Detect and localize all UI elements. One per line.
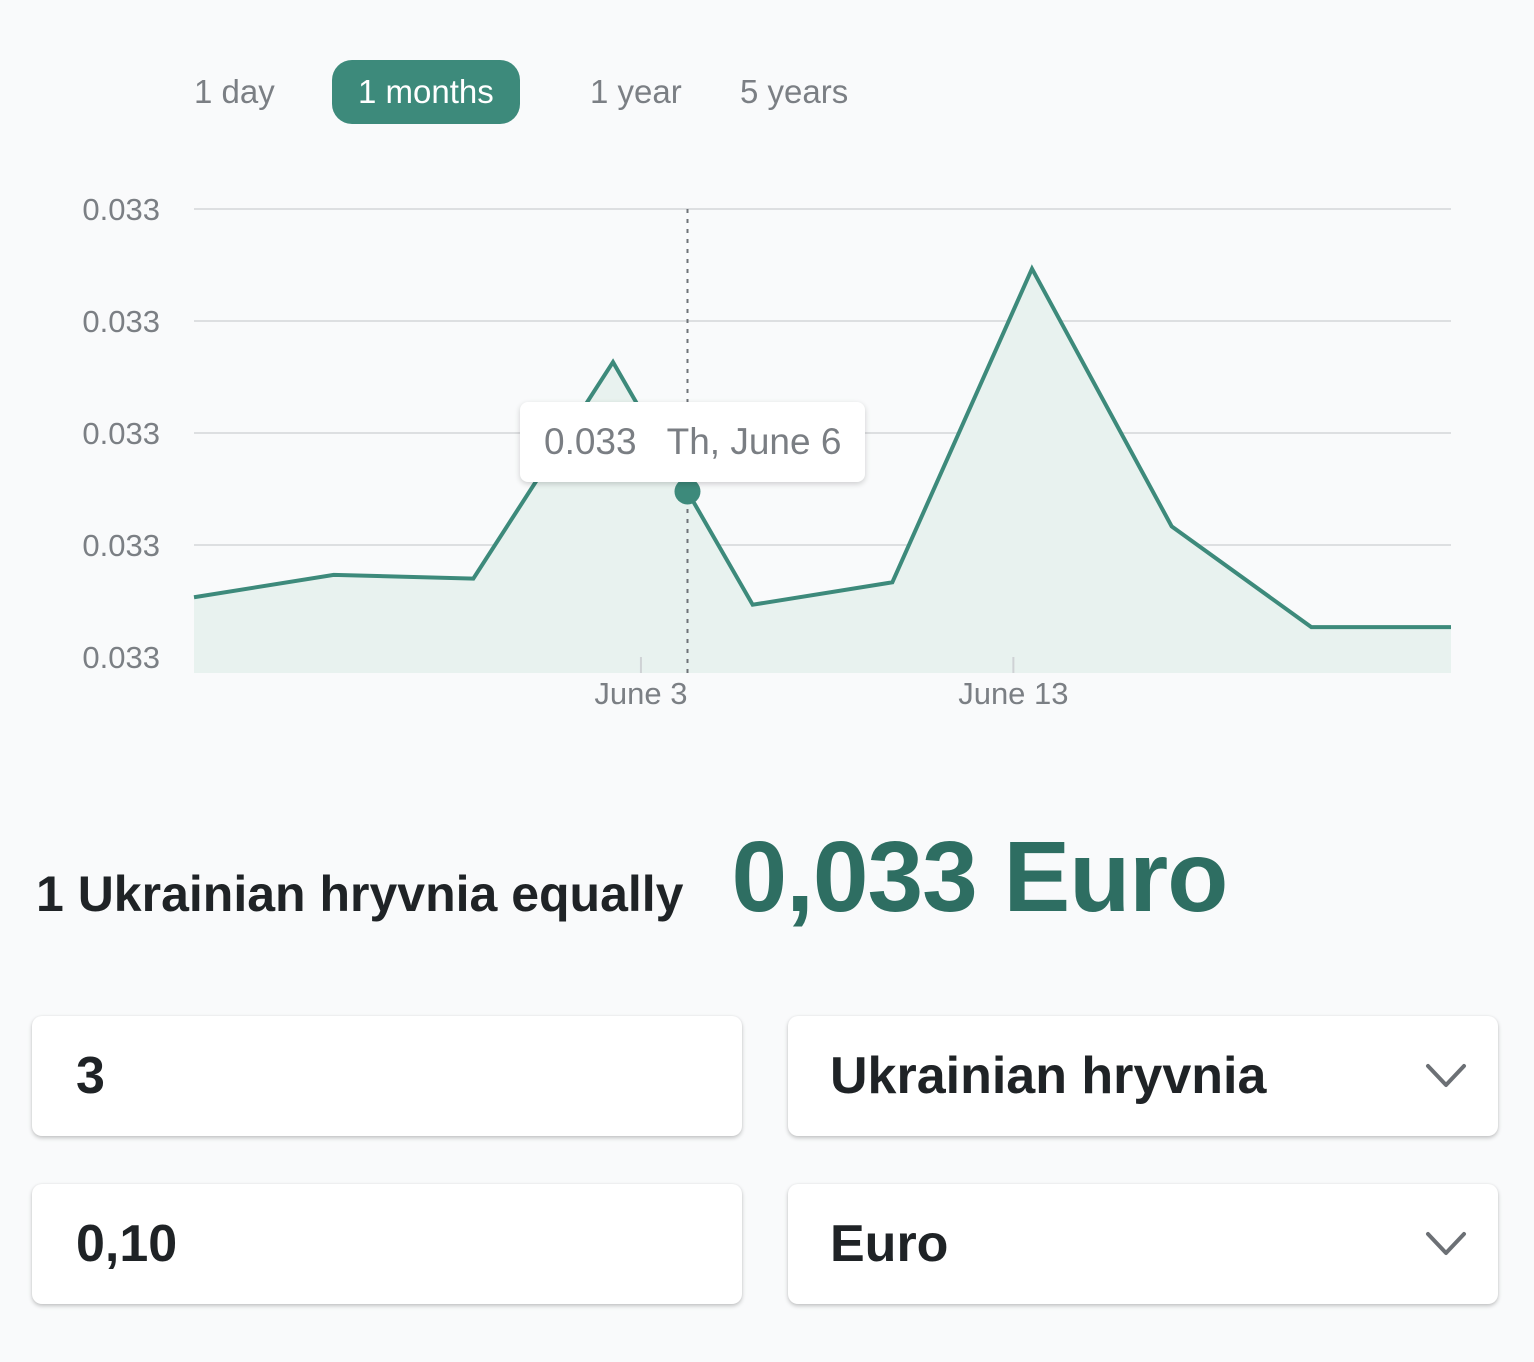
tab-1-day[interactable]: 1 day [194, 73, 275, 110]
series-area [194, 268, 1451, 673]
amount-to-field [32, 1184, 742, 1304]
currency-to-select[interactable]: Euro [788, 1184, 1498, 1304]
x-tick-label: June 13 [958, 676, 1068, 711]
tooltip-date: Th, June 6 [666, 421, 842, 462]
series-line [193, 264, 1451, 630]
exchange-rate-chart[interactable]: 0.033 0.033 0.033 0.033 0.033 June 3 June 13 [0, 160, 1534, 720]
y-tick-label: 0.033 [82, 192, 160, 227]
tooltip-value: 0.033 [544, 421, 637, 462]
currency-from-value: Ukrainian hryvnia [830, 1047, 1267, 1105]
amount-to-input[interactable] [32, 1184, 742, 1304]
hover-marker [674, 478, 701, 505]
amount-from-input[interactable] [32, 1016, 742, 1136]
range-tabs: 1 day 1 months 1 year 5 years [0, 60, 1534, 126]
chart-tooltip: 0.033 Th, June 6 [520, 402, 866, 482]
tab-1-year[interactable]: 1 year [590, 73, 682, 110]
y-tick-label: 0.033 [82, 416, 160, 451]
y-tick-label: 0.033 [82, 304, 160, 339]
y-tick-label: 0.033 [82, 528, 160, 563]
conversion-rate: 1 Ukrainian hryvnia equally 0,033 Euro [36, 820, 1229, 950]
chevron-down-icon [1426, 1232, 1466, 1255]
chevron-down-icon [1426, 1064, 1466, 1087]
tab-5-years[interactable]: 5 years [740, 73, 849, 110]
currency-to-value: Euro [830, 1215, 949, 1273]
rate-result: 0,033 Euro [731, 821, 1229, 933]
currency-from-select[interactable]: Ukrainian hryvnia [788, 1016, 1498, 1136]
y-tick-label: 0.033 [82, 640, 160, 675]
tab-1-months[interactable]: 1 months [332, 60, 520, 124]
rate-label: 1 Ukrainian hryvnia equally [36, 866, 684, 922]
amount-from-field [32, 1016, 742, 1136]
x-tick-label: June 3 [594, 676, 687, 711]
